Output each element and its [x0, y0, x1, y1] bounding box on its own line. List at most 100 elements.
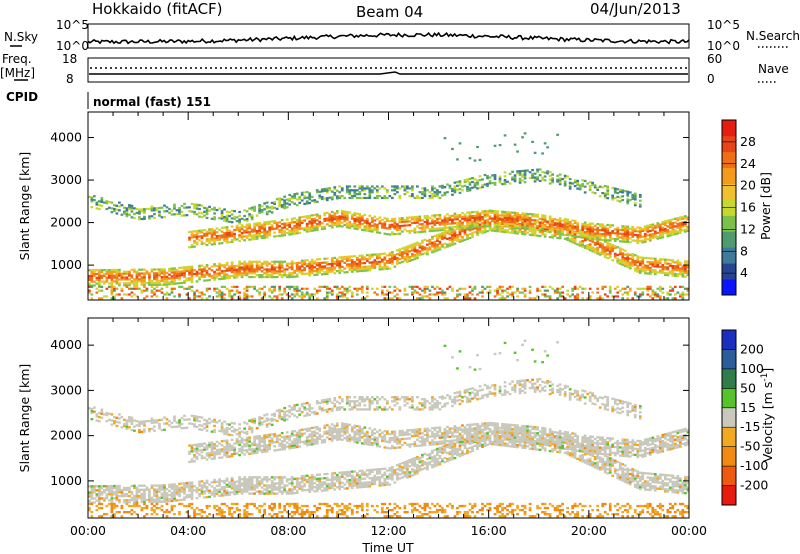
power-cell	[345, 212, 349, 216]
power-cell	[235, 272, 239, 275]
power-cell	[596, 291, 600, 294]
power-cell	[563, 180, 567, 183]
power-cell	[170, 279, 174, 282]
power-cell	[548, 174, 552, 177]
power-cell	[358, 270, 362, 273]
power-cell	[190, 245, 194, 249]
power-cell	[180, 281, 184, 285]
power-cell	[643, 240, 647, 243]
power-cell	[90, 274, 94, 278]
power-cell	[258, 275, 261, 279]
power-cell	[203, 206, 206, 210]
power-cell	[333, 223, 337, 227]
power-cell	[305, 259, 309, 262]
power-cell	[308, 264, 312, 267]
power-cell	[426, 224, 429, 227]
power-cell	[551, 181, 554, 184]
power-cell	[393, 295, 397, 298]
power-cell	[618, 200, 622, 203]
y-tick-label: 4000	[50, 130, 82, 145]
power-cell	[646, 257, 650, 260]
power-cell	[633, 194, 637, 197]
power-cell	[128, 278, 131, 281]
velocity-cell	[210, 449, 214, 452]
power-cell	[365, 267, 369, 270]
power-cell	[533, 234, 537, 237]
power-cell	[358, 222, 362, 225]
power-cell	[631, 253, 635, 256]
power-cell	[368, 226, 372, 229]
power-cell	[643, 272, 647, 275]
power-cell	[418, 254, 422, 257]
power-cell	[601, 234, 605, 238]
power-cell	[308, 274, 312, 277]
power-cell	[248, 266, 251, 269]
power-cell	[98, 207, 101, 211]
power-cell	[573, 225, 577, 228]
velocity-cell	[140, 492, 144, 496]
power-cell	[456, 184, 459, 187]
power-cell	[180, 266, 184, 269]
power-cell	[661, 271, 665, 274]
power-cell	[233, 270, 236, 273]
power-cell	[173, 273, 176, 276]
power-cell	[623, 261, 627, 264]
velocity-cell	[148, 500, 151, 504]
power-cell	[543, 218, 547, 221]
power-cell	[496, 217, 499, 221]
power-cell	[428, 228, 432, 231]
power-cell	[446, 218, 449, 222]
power-cell	[668, 258, 672, 262]
power-cell	[333, 212, 337, 215]
power-cell	[150, 295, 154, 298]
power-cell	[508, 213, 512, 216]
power-cell	[353, 194, 357, 198]
power-cell	[308, 272, 312, 275]
power-cell	[398, 228, 402, 231]
power-cell	[558, 228, 562, 231]
velocity-cell	[223, 430, 226, 434]
power-cell	[458, 219, 462, 223]
power-cell	[638, 236, 642, 239]
power-cell	[195, 289, 199, 292]
power-cell	[646, 266, 650, 269]
power-cell	[441, 235, 444, 239]
velocity-cell	[155, 492, 159, 495]
velocity-cell	[90, 515, 94, 518]
velocity-cell	[203, 496, 206, 499]
power-cell	[451, 232, 454, 235]
power-cell	[406, 245, 409, 248]
power-cell	[583, 185, 587, 188]
power-cell	[538, 289, 542, 292]
power-cell	[513, 211, 517, 214]
velocity-cell	[125, 502, 129, 506]
power-cell	[393, 193, 397, 196]
power-cell	[293, 287, 297, 290]
power-cell	[651, 257, 655, 260]
power-cell	[536, 176, 539, 179]
power-cell	[463, 227, 467, 230]
power-cell	[411, 193, 414, 196]
power-cell	[305, 222, 309, 226]
power-cell	[428, 196, 432, 200]
power-cell	[533, 151, 537, 154]
power-cell	[568, 226, 572, 229]
power-cell	[646, 264, 650, 267]
power-cell	[100, 198, 104, 202]
power-cell	[295, 267, 299, 270]
power-cell	[658, 231, 662, 234]
power-cell	[403, 185, 407, 188]
power-cell	[681, 297, 685, 300]
power-cell	[195, 207, 199, 210]
power-cell	[668, 232, 672, 235]
power-cell	[340, 260, 344, 263]
power-cell	[461, 185, 464, 188]
power-cell	[253, 260, 256, 263]
power-cell	[235, 224, 239, 228]
velocity-cell	[223, 451, 226, 455]
velocity-cell	[125, 427, 129, 430]
power-cell	[503, 175, 507, 178]
velocity-cell	[138, 488, 141, 491]
velocity-cell	[203, 418, 206, 422]
power-cell	[416, 217, 419, 220]
